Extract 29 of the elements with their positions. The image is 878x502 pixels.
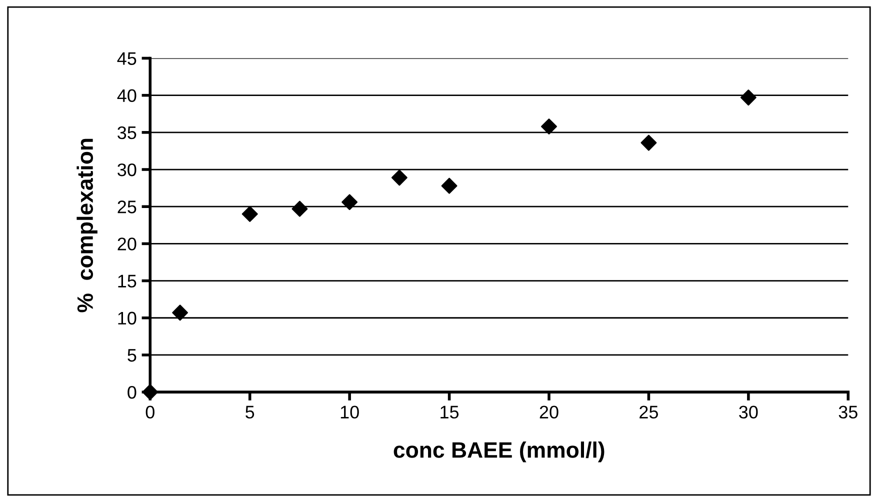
y-tick-label: 40 bbox=[117, 89, 136, 102]
x-tick-label: 20 bbox=[540, 406, 558, 419]
y-tick-label: 0 bbox=[128, 386, 136, 399]
y-tick-label: 5 bbox=[128, 349, 136, 362]
point bbox=[242, 206, 258, 222]
x-tick-label: 25 bbox=[640, 406, 658, 419]
y-tick-label: 20 bbox=[118, 238, 136, 250]
y-tick-label: 30 bbox=[118, 163, 136, 176]
y-tick-label: 25 bbox=[118, 200, 136, 214]
x-axis-title: conc BAEE (mmol/l) bbox=[394, 442, 604, 462]
x-tick-label: 35 bbox=[838, 406, 858, 419]
point bbox=[740, 90, 756, 106]
y-axis-title: % complexation bbox=[76, 138, 98, 312]
point bbox=[172, 304, 188, 321]
y-tick-label: 45 bbox=[117, 52, 136, 65]
x-tick-label: 10 bbox=[340, 406, 359, 419]
y-tick-label: 15 bbox=[118, 274, 136, 288]
x-tick-label: 0 bbox=[146, 406, 154, 419]
x-tick-label: 5 bbox=[246, 406, 254, 419]
point bbox=[441, 178, 458, 194]
point bbox=[541, 118, 557, 134]
y-tick-label: 10 bbox=[118, 312, 136, 325]
point bbox=[292, 200, 308, 217]
x-tick-label: 15 bbox=[440, 406, 459, 419]
y-tick-label: 35 bbox=[118, 126, 136, 140]
point bbox=[640, 134, 657, 151]
point bbox=[391, 170, 408, 186]
point bbox=[342, 194, 358, 210]
x-tick-label: 30 bbox=[739, 406, 758, 419]
